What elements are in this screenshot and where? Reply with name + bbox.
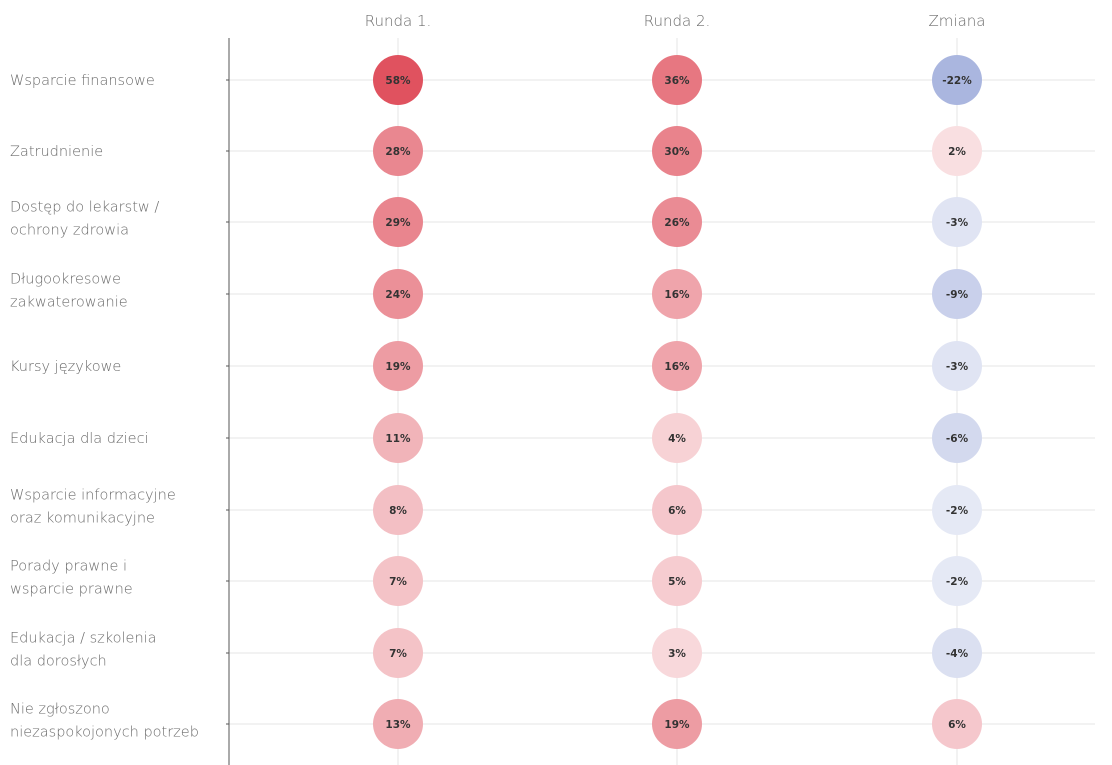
row-label: Zatrudnienie <box>10 144 103 160</box>
bubble <box>373 126 423 176</box>
bubble-value-label: 7% <box>389 648 407 660</box>
bubble-value-label: 26% <box>664 217 690 229</box>
bubble-value-label: 4% <box>668 433 686 445</box>
column-headers: Runda 1. Runda 2. Zmiana <box>365 12 986 30</box>
bubble <box>932 55 982 105</box>
bubble-value-label: -3% <box>946 217 969 229</box>
bubble-value-label: 19% <box>385 361 411 373</box>
bubble-value-label: 29% <box>385 217 411 229</box>
row-label: Długookresowe <box>10 272 121 288</box>
bubble <box>652 485 702 535</box>
bubble-value-label: 28% <box>385 146 411 158</box>
bubble-value-label: 19% <box>664 719 690 731</box>
row-label: Dostęp do lekarstw / <box>10 200 159 216</box>
bubble-value-label: 58% <box>385 75 411 87</box>
bubble <box>932 269 982 319</box>
bubble <box>652 269 702 319</box>
row-label: Wsparcie finansowe <box>10 73 155 89</box>
bubble-value-label: 3% <box>668 648 686 660</box>
y-axis <box>226 38 230 765</box>
bubble <box>652 126 702 176</box>
bubble-value-label: 16% <box>664 361 690 373</box>
row-labels: Wsparcie finansowe Zatrudnienie Dostęp do … <box>10 73 199 741</box>
bubble-value-label: -9% <box>946 289 969 301</box>
row-label: wsparcie prawne <box>10 582 133 598</box>
bubble-value-label: 7% <box>389 576 407 588</box>
bubble <box>373 197 423 247</box>
bubble-value-label: 30% <box>664 146 690 158</box>
bubble <box>932 126 982 176</box>
bubbles: 58% 36% -22% 28% 30% 2% 29% 26% -3% 24% 16% -9% 19% 1… <box>373 55 982 749</box>
bubble <box>373 55 423 105</box>
row-label: Edukacja / szkolenia <box>10 631 157 647</box>
bubble-value-label: 6% <box>948 719 966 731</box>
bubble-value-label: 11% <box>385 433 411 445</box>
bubble-value-label: 13% <box>385 719 411 731</box>
bubble <box>932 485 982 535</box>
row-label: oraz komunikacyjne <box>10 511 155 527</box>
bubble <box>652 341 702 391</box>
bubble <box>652 628 702 678</box>
row-label: Kursy językowe <box>10 359 121 375</box>
bubble <box>652 197 702 247</box>
bubble <box>373 556 423 606</box>
bubble-value-label: -2% <box>946 505 969 517</box>
bubble <box>373 699 423 749</box>
bubble <box>373 269 423 319</box>
bubble <box>373 485 423 535</box>
bubble-value-label: -3% <box>946 361 969 373</box>
bubble <box>652 699 702 749</box>
bubble-value-label: 24% <box>385 289 411 301</box>
bubble <box>932 341 982 391</box>
bubble-value-label: 5% <box>668 576 686 588</box>
bubble <box>373 341 423 391</box>
bubble <box>932 628 982 678</box>
bubble-value-label: 8% <box>389 505 407 517</box>
bubble <box>652 556 702 606</box>
bubble-value-label: -4% <box>946 648 969 660</box>
column-header: Zmiana <box>929 12 986 30</box>
bubble-value-label: 36% <box>664 75 690 87</box>
row-label: Wsparcie informacyjne <box>10 488 176 504</box>
row-label: Edukacja dla dzieci <box>10 431 149 447</box>
bubble <box>373 628 423 678</box>
bubble <box>652 413 702 463</box>
bubble <box>373 413 423 463</box>
column-header: Runda 1. <box>365 12 432 30</box>
bubble <box>932 556 982 606</box>
bubble <box>932 197 982 247</box>
row-label: dla dorosłych <box>10 654 107 670</box>
bubble <box>652 55 702 105</box>
row-label: ochrony zdrowia <box>10 223 129 239</box>
bubble-value-label: 6% <box>668 505 686 517</box>
row-label: Porady prawne i <box>10 559 127 575</box>
bubble-value-label: 16% <box>664 289 690 301</box>
bubble-value-label: -6% <box>946 433 969 445</box>
bubble-value-label: -2% <box>946 576 969 588</box>
bubble-value-label: 2% <box>948 146 966 158</box>
bubble <box>932 413 982 463</box>
bubble <box>932 699 982 749</box>
bubble-value-label: -22% <box>942 75 972 87</box>
row-label: niezaspokojonych potrzeb <box>10 725 199 741</box>
column-header: Runda 2. <box>644 12 711 30</box>
row-label: Nie zgłoszono <box>10 702 110 718</box>
row-label: zakwaterowanie <box>10 295 128 311</box>
